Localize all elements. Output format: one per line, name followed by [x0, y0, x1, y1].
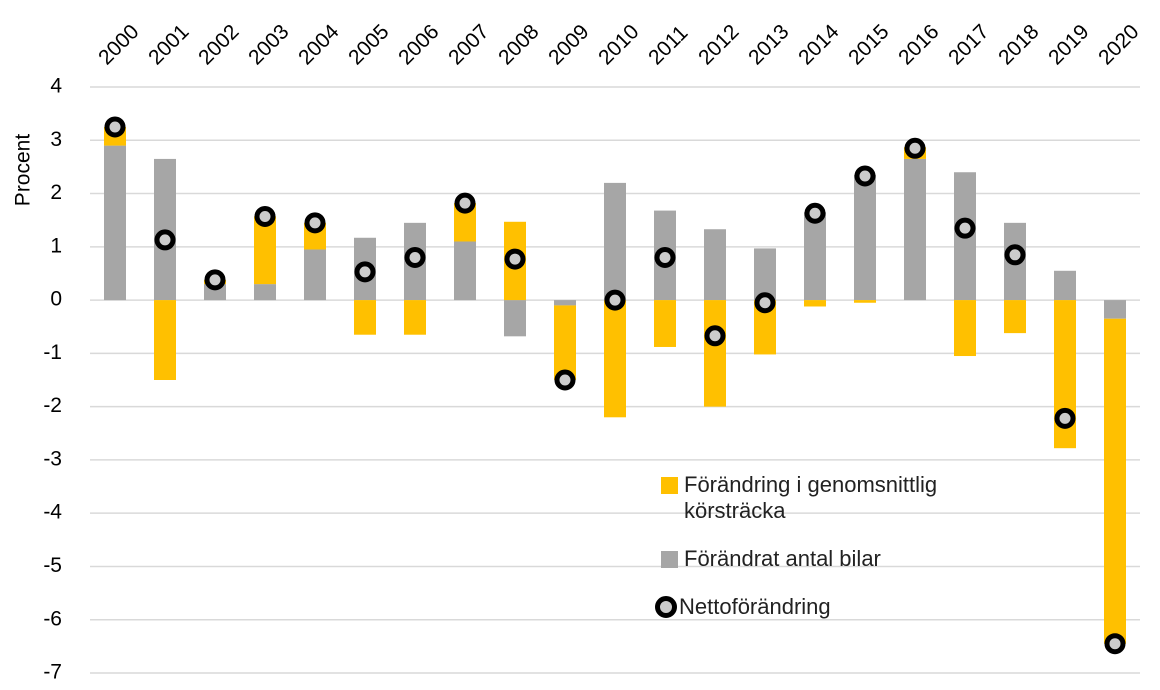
bar [554, 305, 576, 380]
x-tick-label: 2013 [744, 20, 793, 69]
net-marker [104, 116, 126, 138]
x-tick-label: 2010 [594, 20, 643, 69]
bar [854, 300, 876, 303]
bar [704, 229, 726, 301]
bar [554, 300, 576, 306]
bar [154, 300, 176, 380]
x-tick-label: 2015 [844, 20, 893, 69]
x-tick-label: 2017 [944, 20, 993, 69]
y-tick-label: 4 [50, 75, 62, 98]
bar [754, 300, 776, 355]
bar [704, 300, 726, 407]
net-marker [1104, 633, 1126, 655]
x-tick-label: 2020 [1094, 20, 1143, 69]
x-tick-label: 2012 [694, 20, 743, 69]
x-tick-label: 2016 [894, 20, 943, 69]
net-marker [354, 261, 376, 283]
net-marker [654, 246, 676, 268]
y-tick-label: -6 [43, 607, 62, 630]
y-axis-label: Procent [12, 134, 35, 207]
y-tick-label: -7 [43, 661, 62, 684]
bar [504, 300, 526, 337]
bar [854, 174, 876, 301]
net-marker [954, 217, 976, 239]
net-marker [404, 246, 426, 268]
legend-item: Förändrat antal bilar [655, 546, 1025, 572]
y-tick-label: 3 [50, 128, 62, 151]
bar [1104, 300, 1126, 319]
bar [754, 248, 776, 301]
x-tick-label: 2019 [1044, 20, 1093, 69]
net-marker [454, 192, 476, 214]
bar [104, 145, 126, 301]
x-tick-label: 2018 [994, 20, 1043, 69]
bar [904, 158, 926, 301]
x-tick-label: 2014 [794, 20, 844, 70]
y-tick-label: 1 [50, 234, 62, 257]
x-tick-label: 2008 [494, 20, 543, 69]
y-tick-label: -5 [43, 554, 62, 577]
net-marker [904, 137, 926, 159]
bar [254, 216, 276, 285]
bar [254, 284, 276, 301]
legend: Förändring i genomsnittlig körsträcka För… [655, 472, 1025, 642]
x-tick-label: 2001 [144, 20, 193, 69]
legend-label: Nettoförändring [679, 594, 831, 619]
net-marker [304, 212, 326, 234]
bar [804, 212, 826, 301]
bar [454, 203, 476, 242]
bar [454, 241, 476, 301]
y-tick-label: -1 [43, 341, 62, 364]
y-tick-label: 0 [50, 288, 62, 311]
legend-swatch [661, 551, 678, 568]
x-tick-label: 2006 [394, 20, 443, 69]
bar [604, 300, 626, 418]
net-marker [854, 165, 876, 187]
net-marker [754, 292, 776, 314]
net-marker [1054, 407, 1076, 429]
bar [654, 300, 676, 347]
x-tick-label: 2007 [444, 20, 493, 69]
bar [404, 300, 426, 335]
x-tick-label: 2005 [344, 20, 393, 69]
net-marker [254, 205, 276, 227]
bar [954, 300, 976, 357]
legend-swatch [661, 477, 678, 494]
bar [1104, 318, 1126, 644]
net-marker [554, 369, 576, 391]
y-tick-label: -3 [43, 447, 62, 470]
bar [1004, 300, 1026, 334]
x-tick-label: 2009 [544, 20, 593, 69]
y-tick-label: -4 [43, 501, 62, 524]
net-marker [1004, 244, 1026, 266]
net-marker [604, 289, 626, 311]
bar [604, 182, 626, 301]
legend-item: Nettoförändring [655, 594, 1025, 620]
x-tick-label: 2011 [644, 21, 692, 69]
y-tick-label: 2 [50, 181, 62, 204]
legend-label: Förändrat antal bilar [684, 546, 881, 571]
x-tick-label: 2002 [194, 20, 243, 69]
legend-swatch [655, 596, 677, 618]
x-tick-label: 2003 [244, 20, 293, 69]
x-tick-label: 2004 [294, 20, 344, 70]
bar [1054, 270, 1076, 301]
bar [804, 300, 826, 307]
bar [354, 300, 376, 335]
net-marker [704, 325, 726, 347]
net-marker [154, 229, 176, 251]
legend-label: Förändring i genomsnittlig körsträcka [684, 472, 938, 523]
net-marker [804, 202, 826, 224]
net-marker [504, 248, 526, 270]
y-tick-label: -2 [43, 394, 62, 417]
x-tick-label: 2000 [94, 20, 143, 69]
legend-item: Förändring i genomsnittlig körsträcka [655, 472, 1025, 524]
net-marker [204, 269, 226, 291]
bar [304, 249, 326, 301]
